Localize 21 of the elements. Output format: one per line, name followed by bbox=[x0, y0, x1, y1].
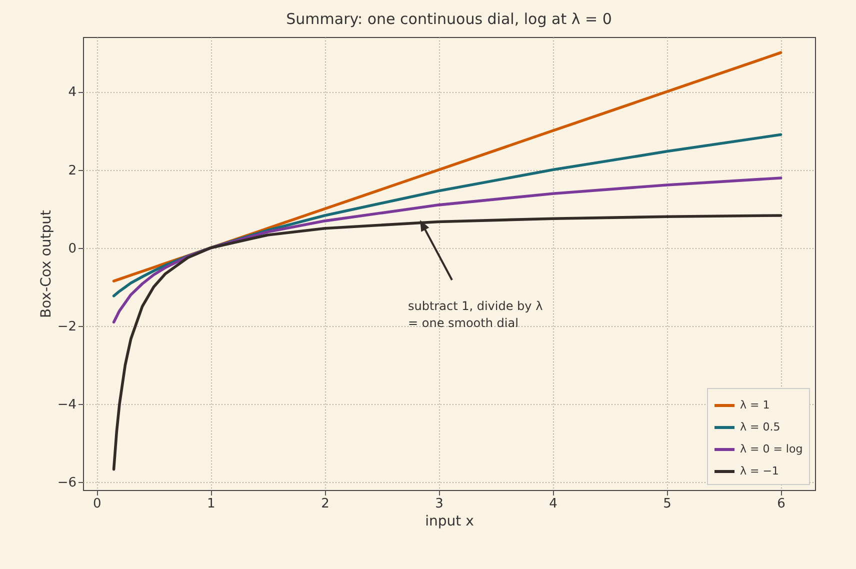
x-tick-label: 1 bbox=[207, 496, 216, 512]
y-tick-label: 4 bbox=[68, 85, 76, 100]
x-tick-label: 6 bbox=[777, 496, 786, 512]
x-tick-label: 5 bbox=[663, 496, 672, 512]
y-tick-label: 2 bbox=[68, 163, 76, 178]
x-axis-title: input x bbox=[425, 514, 474, 530]
legend-label: λ = 0.5 bbox=[740, 420, 780, 434]
y-axis-title: Box-Cox output bbox=[38, 210, 54, 318]
chart-title: Summary: one continuous dial, log at λ = 0 bbox=[286, 10, 612, 28]
y-tick-label: 0 bbox=[68, 241, 76, 256]
x-tick-label: 3 bbox=[435, 496, 444, 512]
y-tick-label: −2 bbox=[57, 319, 76, 334]
legend-label: λ = −1 bbox=[740, 464, 779, 478]
legend-label: λ = 0 = log bbox=[740, 442, 803, 456]
x-tick-label: 4 bbox=[549, 496, 558, 512]
x-tick-label: 2 bbox=[321, 496, 330, 512]
y-tick-label: −6 bbox=[57, 476, 76, 491]
x-tick-label: 0 bbox=[93, 496, 102, 512]
y-tick-label: −4 bbox=[57, 398, 76, 413]
legend-label: λ = 1 bbox=[740, 398, 770, 412]
annotation: subtract 1, divide by λ = one smooth dial bbox=[408, 299, 543, 330]
